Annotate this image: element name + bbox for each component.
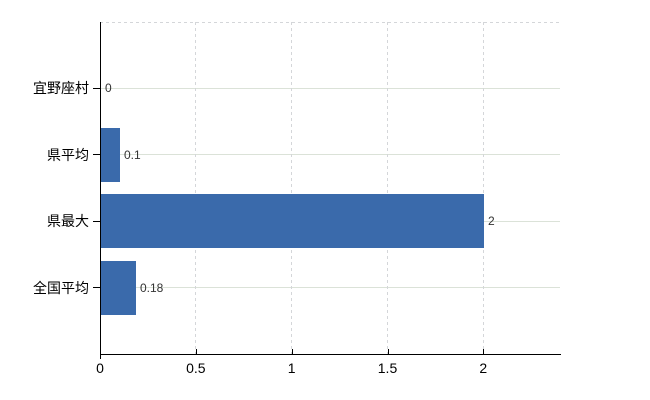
h-gridline: [100, 154, 560, 156]
h-gridline: [100, 287, 560, 289]
v-gridline: [387, 22, 388, 354]
bar: [101, 260, 136, 315]
x-tick-label: 0.5: [186, 360, 206, 376]
bar: [101, 127, 120, 182]
y-category-label: 全国平均: [33, 279, 89, 296]
y-category-label: 県最大: [47, 213, 89, 230]
y-category-label: 県平均: [47, 146, 89, 163]
y-axis-tick: [93, 220, 100, 222]
x-tick-label: 1.5: [377, 360, 398, 376]
x-axis-tick: [291, 349, 293, 354]
y-category-label: 宜野座村: [33, 80, 89, 97]
v-gridline: [482, 22, 484, 354]
h-gridline: [100, 87, 560, 89]
x-axis-tick: [387, 349, 389, 354]
bar-data-label: 0.18: [140, 280, 164, 295]
bar-data-label: 2: [488, 214, 495, 229]
bar: [101, 194, 484, 249]
y-axis-tick: [93, 287, 100, 289]
x-axis-line: [100, 354, 561, 355]
bar-data-label: 0: [105, 81, 112, 96]
x-axis-tick: [483, 349, 485, 354]
y-axis-tick: [93, 87, 100, 89]
x-axis-tick: [195, 349, 197, 354]
x-tick-label: 2: [479, 360, 488, 376]
x-tick-label: 0: [96, 360, 104, 376]
plot-top-border: [100, 21, 560, 23]
x-tick-label: 1: [287, 360, 296, 376]
v-gridline: [291, 22, 293, 354]
bar-data-label: 0.1: [124, 147, 141, 162]
y-axis-tick: [93, 154, 100, 156]
v-gridline: [195, 22, 197, 354]
y-axis-line: [100, 22, 101, 359]
